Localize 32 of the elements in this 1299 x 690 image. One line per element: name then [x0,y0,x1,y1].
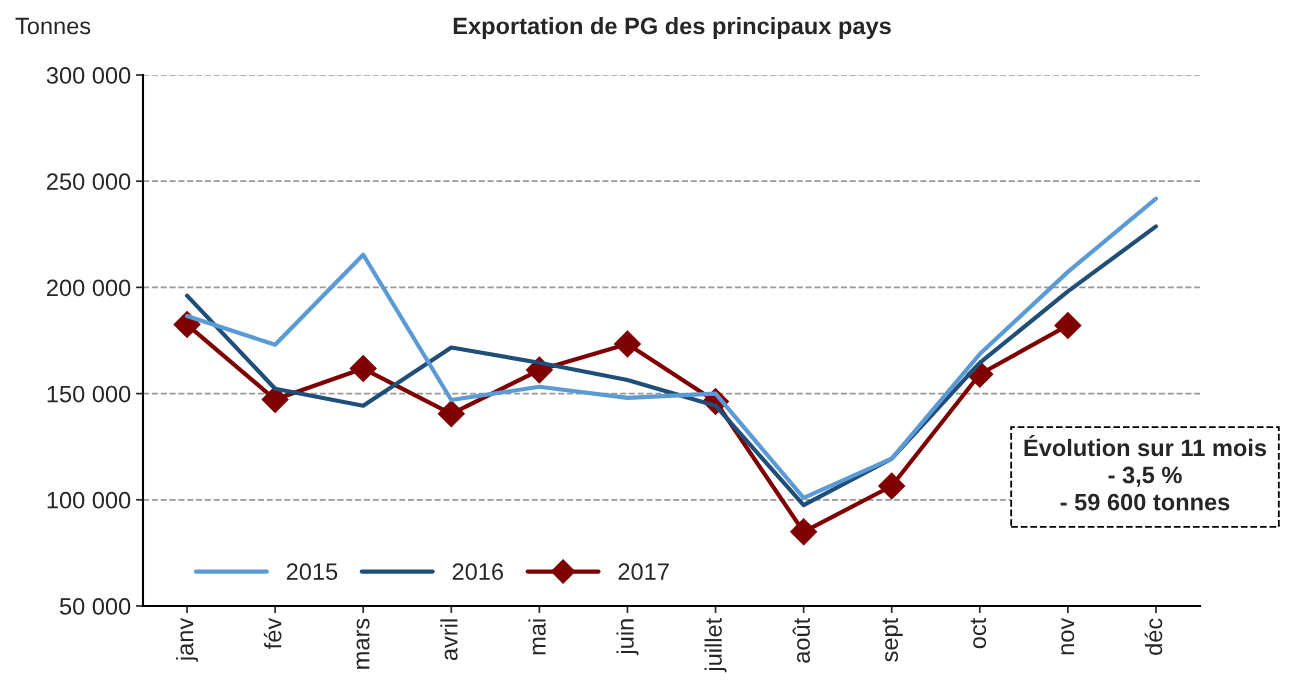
y-tick-label: 250 000 [47,173,131,190]
y-tick-label: 300 000 [46,67,131,84]
x-tick-label: mai [528,619,546,655]
x-tick-label: déc [1144,618,1163,655]
point [1054,311,1082,339]
point [173,311,201,339]
y-axis-title: Tonnes [15,17,91,35]
x-tick-label: mars [356,618,370,669]
chart-title: Exportation de PG des principaux pays [453,17,891,40]
point [437,400,465,428]
x-tick-label: nov [1061,617,1075,655]
x-tick-label: fév [263,617,282,649]
point [261,386,289,414]
point [349,355,377,382]
x-tick-label: juillet [704,617,727,673]
legend-label: 2015 [286,563,338,581]
point [613,330,641,358]
y-tick-label: 50 000 [59,598,131,615]
point [790,518,818,546]
x-tick-label: oct [970,617,987,649]
x-tick-label: août [792,617,810,663]
legend-label: 2016 [452,563,504,581]
x-tick-label: avril [440,619,458,661]
x-tick-label: juin [616,619,639,656]
x-tick-label: janv [176,617,199,662]
y-tick-label: 200 000 [47,279,131,297]
y-tick-label: 150 000 [47,385,131,403]
legend-label: 2017 [618,563,669,581]
y-tick-label: 100 000 [47,491,131,509]
point [878,472,906,500]
x-tick-label: sept [882,617,903,662]
annotation: Évolution sur 11 mois - 3,5 % - 59 600 tonnes [1024,435,1267,511]
